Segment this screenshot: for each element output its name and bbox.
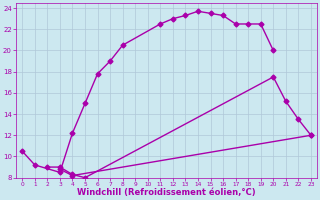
X-axis label: Windchill (Refroidissement éolien,°C): Windchill (Refroidissement éolien,°C)	[77, 188, 256, 197]
